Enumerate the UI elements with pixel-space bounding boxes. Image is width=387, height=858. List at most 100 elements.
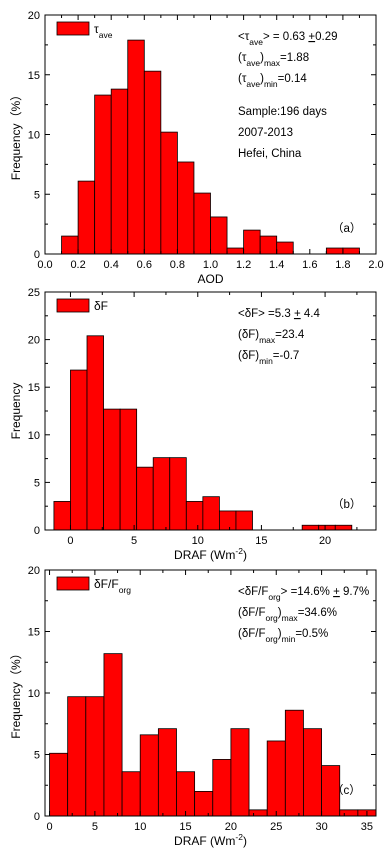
bar (103, 408, 121, 531)
annotation-segment: + (308, 31, 315, 43)
bar (210, 216, 228, 255)
annotation-line: (δF)min=-0.7 (238, 350, 299, 366)
y-tick-label: 10 (28, 688, 40, 700)
bar (342, 247, 360, 255)
y-tick-label: 5 (34, 750, 40, 762)
annotation-line: (δF/Forg)max=34.6% (238, 607, 337, 623)
annotation-segment: <δF/F (238, 586, 268, 598)
x-tick-label: 30 (315, 821, 327, 833)
x-tick-label: 10 (192, 535, 204, 547)
annotation-segment: ave (246, 79, 260, 89)
bar (139, 734, 159, 817)
bar (193, 192, 211, 255)
y-tick-label: 5 (34, 477, 40, 489)
bar (53, 501, 71, 531)
bar (121, 771, 141, 817)
bar (94, 94, 112, 255)
x-tick-label: 1.2 (236, 259, 251, 271)
legend-label: δF (94, 299, 108, 313)
bar (219, 510, 237, 531)
y-axis-title: Frequency (9, 383, 23, 440)
panel-b-draf-histogram: 0 5 10 15 20 25 0 5 10 15 20 DRAF (Wm-2) Frequency δF… (9, 287, 377, 562)
x-tick-label: 25 (270, 821, 282, 833)
y-tick-label: 20 (28, 10, 40, 22)
bar (110, 88, 129, 255)
legend-label: τave (94, 22, 113, 40)
x-tick-label: 15 (255, 535, 267, 547)
bar (143, 70, 162, 255)
panel-label: （c） (332, 784, 361, 797)
bar (303, 728, 322, 817)
annotation-line: <δF> =5.3 + 4.4 (238, 308, 320, 320)
y-tick-label: 20 (28, 335, 40, 347)
bar (235, 510, 253, 531)
y-tick-label: 0 (34, 811, 40, 823)
legend-label-main: τ (94, 22, 99, 36)
x-tick-label: 0.6 (137, 259, 152, 271)
annotation-segment: (δF) (238, 350, 259, 362)
y-tick-label: 15 (28, 627, 40, 639)
annotation-segment: =0.5% (295, 628, 328, 640)
bar (276, 241, 294, 255)
annotation-segment: (δF/F (238, 607, 265, 619)
x-tick-label: 1.8 (335, 259, 350, 271)
annotation-segment: ) (278, 628, 282, 640)
annotation-segment: =-0.7 (273, 350, 300, 362)
legend-label-sub: org (119, 585, 132, 595)
bar (160, 131, 178, 255)
panel-a-aod-histogram: 0 5 10 15 20 0.0 0.2 0.4 0.6 0.8 1.0 1.2 1.4 1.6 1.8 2.… (9, 10, 384, 286)
x-axis-title-tail: ) (243, 834, 247, 848)
annotation-line: (τave)min=0.14 (238, 73, 307, 89)
bar (301, 524, 320, 531)
annotation-segment: max (282, 613, 299, 623)
x-tick-label: 0 (46, 821, 52, 833)
x-axis-title: DRAF (Wm-2) (174, 832, 247, 848)
bar (136, 466, 154, 531)
annotation-segment: 2007-2013 (238, 127, 293, 139)
annotation-segment: =34.6% (298, 607, 337, 619)
x-tick-label: 0.0 (37, 259, 52, 271)
annotation-segment: > = 0.63 (263, 31, 308, 43)
x-axis-title-main: DRAF (Wm (174, 548, 235, 562)
annotation-segment: (δF/F (238, 628, 265, 640)
bar (49, 752, 69, 817)
x-axis-title-sup: -2 (235, 832, 243, 842)
x-tick-label: 5 (131, 535, 137, 547)
annotation-segment: (δF) (238, 329, 259, 341)
bar (202, 496, 220, 531)
annotation-segment: =23.4 (275, 329, 305, 341)
bar (266, 740, 286, 817)
annotation-segment: min (282, 634, 296, 644)
x-tick-label: 1.4 (269, 259, 284, 271)
legend-label: δF/Forg (94, 577, 131, 595)
legend-label-main: δF/F (94, 577, 119, 591)
annotation-line: (δF/Forg)min=0.5% (238, 628, 328, 644)
annotation-segment: max (259, 335, 276, 345)
bar (194, 791, 214, 817)
bar (86, 335, 104, 531)
x-axis-title: DRAF (Wm-2) (174, 546, 247, 562)
bar (127, 39, 145, 255)
bar (339, 809, 359, 817)
bar (152, 457, 171, 531)
x-tick-label: 0.2 (70, 259, 85, 271)
annotation-segment: + (294, 308, 301, 320)
bar (169, 457, 187, 531)
y-tick-label: 10 (28, 430, 40, 442)
y-tick-label: 25 (28, 287, 40, 299)
x-tick-label: 0 (67, 535, 73, 547)
bar (119, 408, 138, 531)
annotation-segment: 4.4 (301, 308, 321, 320)
x-tick-label: 10 (134, 821, 146, 833)
bar (85, 696, 105, 817)
legend-swatch (56, 298, 90, 313)
bar (70, 369, 88, 531)
x-tick-label: 0.8 (170, 259, 185, 271)
x-tick-label: 1.6 (302, 259, 317, 271)
annotation-segment: Sample:196 days (238, 106, 327, 118)
annotation-segment: <τ (238, 31, 250, 43)
annotation-segment: =1.88 (280, 52, 309, 64)
bar (103, 653, 123, 817)
x-axis-title-sup: -2 (235, 546, 243, 556)
